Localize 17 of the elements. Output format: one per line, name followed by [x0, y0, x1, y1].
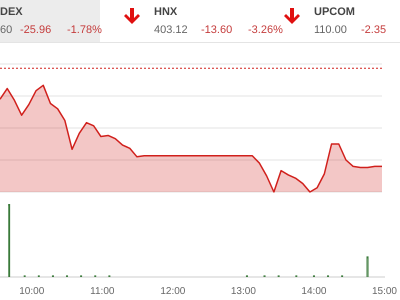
text: -3.26%: [248, 24, 283, 36]
text: 60: [0, 24, 12, 36]
x-tick-label: 14:00: [301, 286, 327, 297]
text: DEX: [0, 6, 23, 18]
text: UPCOM: [314, 6, 355, 18]
text: -1.78%: [67, 24, 102, 36]
text: -13.60: [201, 24, 232, 36]
x-tick-label: 15:00: [372, 286, 398, 297]
text: 403.12: [154, 24, 188, 36]
text: 110.00: [314, 24, 347, 36]
x-tick-label: 11:00: [90, 286, 115, 297]
text: -2.35: [361, 24, 386, 36]
x-tick-label: 12:00: [160, 286, 186, 297]
text: -25.96: [20, 24, 52, 36]
x-tick-label: 10:00: [19, 286, 45, 297]
text: HNX: [154, 6, 178, 18]
x-tick-label: 13:00: [230, 286, 256, 297]
